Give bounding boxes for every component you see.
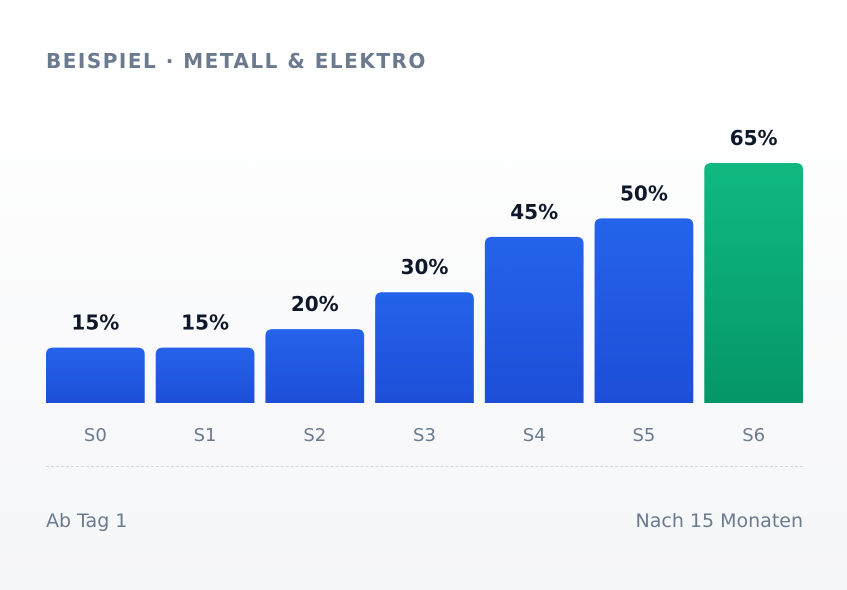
chart-divider <box>46 466 803 467</box>
value-label-s5: 50% <box>620 181 668 205</box>
bar-s2 <box>265 329 365 403</box>
value-label-s6: 65% <box>730 126 778 150</box>
value-label-s1: 15% <box>181 311 229 335</box>
tick-label-s1: S1 <box>194 425 217 446</box>
bar-s6 <box>704 163 803 403</box>
tick-label-s3: S3 <box>413 425 436 446</box>
bar-s5 <box>594 218 694 403</box>
tick-label-s6: S6 <box>742 425 765 446</box>
footer-end-label: Nach 15 Monaten <box>635 510 803 532</box>
bar-s3 <box>375 292 474 403</box>
bar-s4 <box>484 236 584 403</box>
value-label-s4: 45% <box>510 200 558 224</box>
value-label-s2: 20% <box>291 292 339 316</box>
bar-s1 <box>155 347 255 403</box>
chart-title: BEISPIEL · METALL & ELEKTRO <box>46 49 427 73</box>
value-label-s3: 30% <box>401 255 449 279</box>
tick-label-s4: S4 <box>523 425 546 446</box>
tick-label-s5: S5 <box>632 425 655 446</box>
tick-label-s2: S2 <box>303 425 326 446</box>
footer-start-label: Ab Tag 1 <box>46 510 128 532</box>
value-label-s0: 15% <box>71 311 119 335</box>
bar-s0 <box>46 347 145 403</box>
tick-label-s0: S0 <box>84 425 107 446</box>
